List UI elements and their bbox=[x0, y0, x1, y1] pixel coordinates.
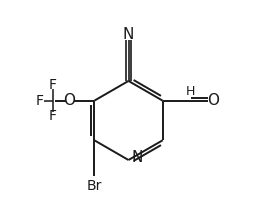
Text: N: N bbox=[131, 150, 143, 165]
Text: F: F bbox=[49, 109, 57, 123]
Text: Br: Br bbox=[87, 179, 102, 193]
Text: N: N bbox=[123, 27, 134, 42]
Text: F: F bbox=[49, 78, 57, 92]
Text: O: O bbox=[207, 93, 219, 108]
Text: F: F bbox=[36, 94, 44, 108]
Text: O: O bbox=[63, 93, 75, 108]
Text: H: H bbox=[186, 85, 195, 98]
